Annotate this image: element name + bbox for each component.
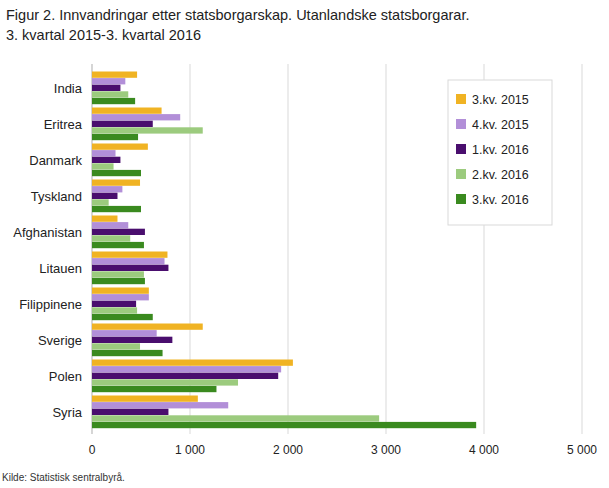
bar bbox=[92, 294, 149, 300]
bar bbox=[92, 409, 168, 415]
bar bbox=[92, 396, 198, 402]
chart-container: Figur 2. Innvandringar etter statsborgar… bbox=[0, 0, 609, 488]
bar bbox=[92, 373, 278, 379]
legend-swatch bbox=[456, 119, 466, 129]
bar bbox=[92, 314, 153, 320]
bar bbox=[92, 265, 168, 271]
bar bbox=[92, 415, 379, 421]
legend-label: 3.kv. 2015 bbox=[472, 93, 529, 107]
bar bbox=[92, 206, 141, 212]
bar bbox=[92, 229, 145, 235]
bar bbox=[92, 163, 114, 169]
bar bbox=[92, 193, 117, 199]
bar bbox=[92, 271, 144, 277]
tick-label: 2 000 bbox=[273, 443, 303, 457]
source: Kilde: Statistisk sentralbyrå. bbox=[2, 472, 125, 483]
tick-label: 3 000 bbox=[371, 443, 401, 457]
bar bbox=[92, 98, 135, 104]
category-label: Tyskland bbox=[31, 189, 82, 204]
bar bbox=[92, 350, 163, 356]
bar bbox=[92, 114, 180, 120]
legend-swatch bbox=[456, 144, 466, 154]
tick-label: 4 000 bbox=[469, 443, 499, 457]
bar bbox=[92, 288, 149, 294]
bar bbox=[92, 216, 117, 222]
bar bbox=[92, 258, 165, 264]
bar bbox=[92, 127, 203, 133]
grid bbox=[92, 64, 582, 434]
legend-swatch bbox=[456, 194, 466, 204]
title: Figur 2. Innvandringar etter statsborgar… bbox=[6, 7, 469, 23]
bar bbox=[92, 402, 228, 408]
legend-label: 2.kv. 2016 bbox=[472, 168, 529, 182]
bar bbox=[92, 278, 145, 284]
legend-box bbox=[448, 80, 552, 225]
bar bbox=[92, 108, 162, 114]
bar bbox=[92, 150, 116, 156]
grid-line bbox=[386, 64, 387, 434]
bar bbox=[92, 91, 128, 97]
bar bbox=[92, 235, 130, 241]
bar bbox=[92, 360, 293, 366]
bar bbox=[92, 222, 128, 228]
bar bbox=[92, 324, 203, 330]
legend-swatch bbox=[456, 94, 466, 104]
bar bbox=[92, 343, 140, 349]
tick-label: 5 000 bbox=[567, 443, 597, 457]
category-label: Eritrea bbox=[44, 117, 83, 132]
category-label: Danmark bbox=[29, 153, 82, 168]
bar bbox=[92, 186, 122, 192]
category-label: Litauen bbox=[39, 261, 82, 276]
bar bbox=[92, 307, 137, 313]
category-label: Syria bbox=[52, 405, 82, 420]
bar bbox=[92, 252, 167, 258]
bar bbox=[92, 386, 216, 392]
bar bbox=[92, 157, 120, 163]
bar bbox=[92, 242, 144, 248]
category-label: Afghanistan bbox=[13, 225, 82, 240]
legend-label: 4.kv. 2015 bbox=[472, 118, 529, 132]
grid-line bbox=[582, 64, 583, 434]
bar bbox=[92, 144, 148, 150]
bar bbox=[92, 170, 141, 176]
legend-label: 3.kv. 2016 bbox=[472, 193, 529, 207]
category-label: India bbox=[54, 81, 83, 96]
category-label: Polen bbox=[49, 369, 82, 384]
chart: Figur 2. Innvandringar etter statsborgar… bbox=[0, 0, 609, 488]
bar bbox=[92, 121, 153, 127]
bars bbox=[92, 72, 476, 429]
bar bbox=[92, 180, 140, 186]
bar bbox=[92, 134, 138, 140]
legend: 3.kv. 2015 4.kv. 2015 1.kv. 2016 2.kv. 2016… bbox=[448, 80, 552, 225]
bar bbox=[92, 199, 109, 205]
bar bbox=[92, 78, 125, 84]
bar bbox=[92, 379, 238, 385]
tick-label: 0 bbox=[89, 443, 96, 457]
legend-swatch bbox=[456, 169, 466, 179]
category-label: Sverige bbox=[38, 333, 82, 348]
legend-label: 1.kv. 2016 bbox=[472, 143, 529, 157]
subtitle: 3. kvartal 2015-3. kvartal 2016 bbox=[6, 27, 201, 43]
bar bbox=[92, 330, 157, 336]
grid-line bbox=[288, 64, 289, 434]
bar bbox=[92, 72, 137, 78]
bar bbox=[92, 85, 120, 91]
bar bbox=[92, 422, 476, 428]
bar bbox=[92, 366, 281, 372]
bar bbox=[92, 301, 136, 307]
tick-label: 1 000 bbox=[175, 443, 205, 457]
bar bbox=[92, 337, 172, 343]
category-label: Filippinene bbox=[19, 297, 82, 312]
